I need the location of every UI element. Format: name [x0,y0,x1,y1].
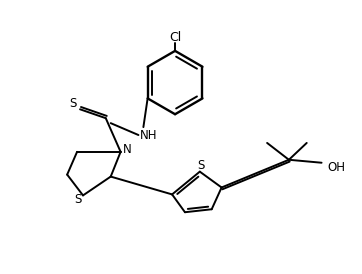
Text: Cl: Cl [169,30,181,44]
Text: OH: OH [327,161,345,174]
Text: S: S [70,97,77,110]
Text: NH: NH [140,129,157,141]
Text: S: S [197,159,205,172]
Text: S: S [74,193,82,206]
Text: N: N [123,143,132,156]
